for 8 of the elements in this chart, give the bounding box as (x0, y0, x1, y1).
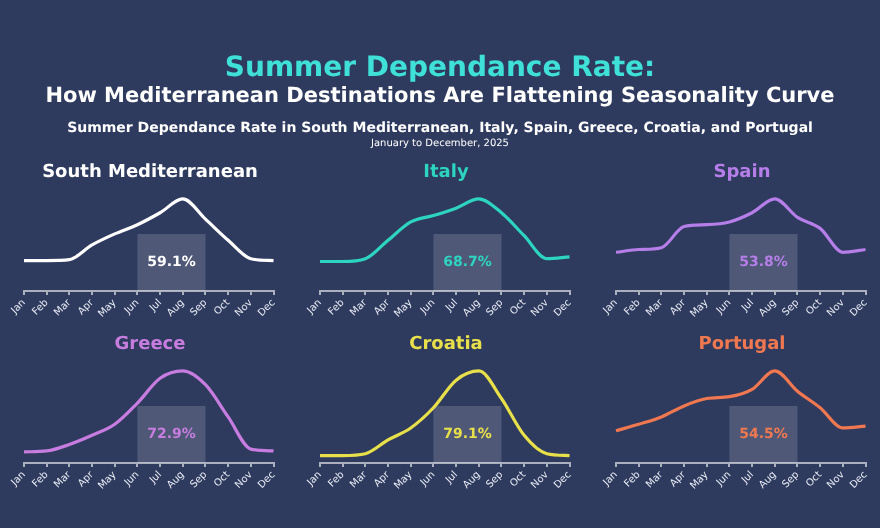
chart-title: South Mediterranean (42, 163, 258, 184)
chart-title: Portugal (698, 335, 786, 356)
text: Summer Dependance Rate: (222, 52, 658, 84)
chart-title: Spain (713, 163, 771, 184)
chart-title: Italy (423, 163, 469, 184)
chart-title: Greece (114, 335, 186, 356)
text: How Mediterranean Destinations Are Flattening Seasonality Curve (43, 84, 837, 110)
chart-title: Croatia (409, 335, 483, 356)
